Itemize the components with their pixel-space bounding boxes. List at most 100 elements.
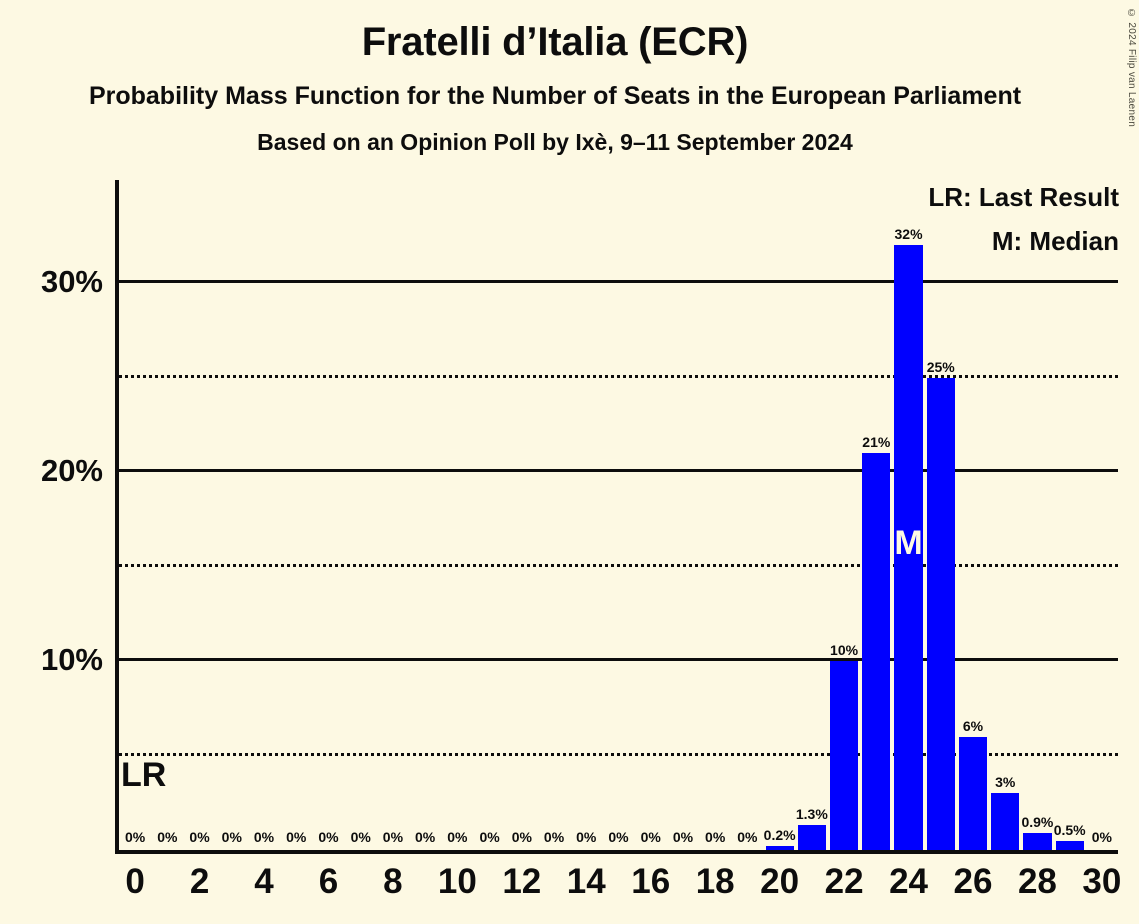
bar-slot: 0%: [538, 180, 570, 850]
bar-value-label: 0%: [705, 829, 726, 845]
bar-slot: 0%: [345, 180, 377, 850]
x-tick-label-12: 12: [502, 862, 542, 901]
bar-value-label: 0%: [640, 829, 661, 845]
bar-value-label: 0%: [447, 829, 468, 845]
bar-slot: 0%: [1086, 180, 1118, 850]
bar-slot: 0%: [312, 180, 344, 850]
bar[interactable]: [829, 661, 859, 850]
bar-slot: 0%: [183, 180, 215, 850]
median-marker: M: [894, 523, 923, 562]
page-title: Fratelli d’Italia (ECR): [361, 20, 749, 64]
x-axis-tick-labels: 0 2 4 6 8 10 12 14 16 18 20 22 24 26 28 30: [119, 862, 1121, 914]
x-tick-label-8: 8: [383, 862, 403, 901]
bar-value-label: 0%: [737, 829, 758, 845]
bar-value-label: 0%: [479, 829, 500, 845]
bar[interactable]: [894, 245, 923, 850]
gridline-major-30: [119, 280, 1118, 283]
x-tick-label-6: 6: [318, 862, 339, 901]
bar-slot: 0%: [667, 180, 699, 850]
bar-value-label: 0.9%: [1021, 814, 1054, 830]
bar-slot: 0%: [151, 180, 183, 850]
x-tick-label-24: 24: [889, 862, 928, 901]
x-tick-label-28: 28: [1017, 862, 1057, 901]
bar-slot: 0%: [570, 180, 602, 850]
gridline-minor-25: [119, 374, 1118, 378]
chart-legend: LR: Last Result M: Median: [928, 184, 1119, 272]
bar-value-label: 0%: [221, 829, 242, 845]
bar-slot: 0%: [119, 180, 151, 850]
bar-value-label: 0%: [189, 829, 210, 845]
chart-titles: Fratelli d’Italia (ECR) Probability Mass…: [0, 0, 1110, 154]
bar-slot: 1.3%: [796, 180, 828, 850]
bar-slot: 0%: [635, 180, 667, 850]
bar-value-label: 25%: [926, 358, 955, 375]
bar-value-label: 10%: [830, 642, 859, 658]
y-tick-label-20: 20%: [40, 453, 103, 488]
plot-area: 0% 0% 0% 0% 0% 0% 0% 0% 0% 0% 0% 0% 0% 0% 0% 0% 0% 0% 0% 0%…: [115, 180, 1118, 854]
bar[interactable]: [991, 793, 1020, 850]
y-tick-label-10: 10%: [40, 642, 103, 677]
bar-value-label: 0%: [253, 829, 275, 845]
gridline-minor-5: [119, 752, 1118, 756]
bar-slot: 21%: [860, 180, 892, 850]
x-tick-label-2: 2: [189, 862, 210, 901]
bar-slot: 25%: [925, 180, 957, 850]
bar-slot: 0%: [473, 180, 505, 850]
y-axis-line: [115, 180, 119, 854]
x-tick-label-22: 22: [824, 862, 864, 901]
chart-subtitle: Probability Mass Function for the Number…: [88, 82, 1022, 110]
bar-slot: 0%: [441, 180, 473, 850]
bar-value-label: 0.5%: [1053, 821, 1086, 838]
bar-slot: 10%: [828, 180, 860, 850]
bar[interactable]: [1055, 840, 1084, 850]
bar-value-label: 0%: [415, 829, 436, 845]
last-result-marker: LR: [121, 755, 167, 794]
bar[interactable]: [765, 846, 794, 850]
bar-slot: 0%: [280, 180, 312, 850]
y-tick-label-30: 30%: [40, 264, 103, 299]
bar-value-label: 0%: [672, 829, 694, 845]
bar[interactable]: [926, 377, 955, 850]
bar-value-label: 0%: [608, 829, 629, 845]
bar-value-label: 0%: [543, 829, 565, 845]
gridline-major-10: [119, 658, 1118, 661]
x-tick-label-20: 20: [760, 862, 800, 901]
gridline-minor-15: [119, 563, 1118, 567]
bar-slot: 0%: [731, 180, 763, 850]
bar-value-label: 0%: [318, 829, 339, 845]
x-tick-label-18: 18: [695, 862, 735, 901]
bar-value-label: 0%: [1091, 829, 1112, 845]
bar[interactable]: [958, 736, 988, 850]
bar-value-label: 32%: [894, 226, 923, 243]
x-axis-line: [115, 850, 1118, 854]
bar-value-label: 1.3%: [795, 806, 828, 823]
bar-value-label: 0%: [350, 829, 371, 845]
bar[interactable]: [1023, 833, 1052, 850]
bar-value-label: 6%: [962, 717, 984, 734]
x-tick-label-14: 14: [566, 862, 606, 901]
bar-slot: 6%: [957, 180, 989, 850]
bar-value-label: 3%: [995, 774, 1016, 791]
bar-value-label: 0.2%: [763, 827, 796, 844]
bar-slot: 32% M: [892, 180, 924, 850]
copyright-notice: © 2024 Filip van Laenen: [1126, 8, 1137, 128]
bar-value-label: 0%: [511, 829, 532, 845]
bar-slot: 0%: [699, 180, 731, 850]
bar-value-label: 21%: [862, 434, 891, 451]
bar-slot: 3%: [989, 180, 1021, 850]
bar-slot: 0.2%: [764, 180, 796, 850]
x-tick-label-16: 16: [631, 862, 671, 901]
bar-slot: 0.9%: [1021, 180, 1053, 850]
bar-slot: 0%: [506, 180, 538, 850]
bar[interactable]: [797, 825, 826, 850]
bar-slot: 0%: [248, 180, 280, 850]
bar-value-label: 0%: [157, 829, 178, 845]
bar-value-label: 0%: [382, 829, 404, 845]
bar-value-label: 0%: [286, 829, 307, 845]
chart-source-subtitle: Based on an Opinion Poll by Ixè, 9–11 Se…: [257, 129, 853, 155]
gridline-major-20: [119, 469, 1118, 472]
bar-slot: 0.5%: [1054, 180, 1086, 850]
bar[interactable]: [862, 453, 891, 850]
bar-slot: 0%: [602, 180, 634, 850]
legend-item-last-result: LR: Last Result: [928, 182, 1119, 212]
